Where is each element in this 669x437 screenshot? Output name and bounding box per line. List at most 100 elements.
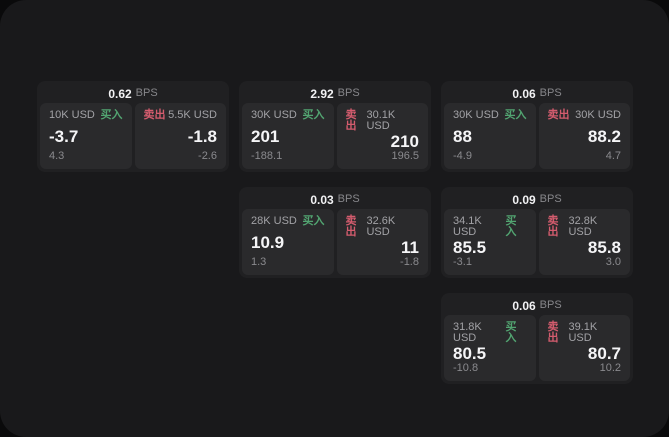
buy-side-label: 买入 <box>504 109 527 121</box>
buy-size-label: 10K USD <box>49 109 95 121</box>
sell-side-label: 卖出 <box>547 215 559 238</box>
quote-card-header: 0.62 BPS <box>40 84 226 103</box>
bps-unit-label: BPS <box>337 193 360 205</box>
bps-value: 0.06 <box>512 298 536 313</box>
sell-panel-top-row: 卖出 32.8K USD <box>548 216 622 238</box>
sell-side-label: 卖出 <box>547 321 559 344</box>
sell-size-label: 5.5K USD <box>168 109 217 121</box>
sell-size-label: 30.1K USD <box>366 109 396 132</box>
quote-card: 0.09 BPS 34.1K USD 买入 85.5 -3.1 卖出 32.8K… <box>441 187 633 278</box>
sell-price-value: 11 <box>401 238 419 257</box>
buy-sub-value: 1.3 <box>251 256 267 268</box>
bps-unit-label: BPS <box>539 193 562 205</box>
quote-card-header: 0.06 BPS <box>444 84 630 103</box>
sell-sub-value: 10.2 <box>599 362 621 374</box>
sell-panel-top-row: 卖出 30K USD <box>548 110 622 121</box>
buy-side-label: 买入 <box>100 109 123 121</box>
sell-price-value: 210 <box>390 132 419 151</box>
buy-panel-top-row: 30K USD 买入 <box>453 110 527 121</box>
buy-panel-top-row: 34.1K USD 买入 <box>453 216 527 238</box>
sell-side-label: 卖出 <box>547 109 570 121</box>
sell-quote-panel[interactable]: 卖出 30.1K USD 210 196.5 <box>336 103 428 169</box>
sell-size-label: 30K USD <box>575 109 621 121</box>
buy-size-label: 34.1K USD <box>453 215 482 238</box>
sell-price-value: 88.2 <box>587 126 621 146</box>
sell-size-label: 32.8K USD <box>568 215 598 238</box>
buy-quote-panel[interactable]: 28K USD 买入 10.9 1.3 <box>242 209 334 275</box>
quote-card: 0.06 BPS 30K USD 买入 88 -4.9 卖出 30K USD 8… <box>441 81 633 172</box>
buy-quote-panel[interactable]: 30K USD 买入 201 -188.1 <box>242 103 334 169</box>
buy-side-label: 买入 <box>505 215 517 238</box>
sell-side-label: 卖出 <box>143 109 166 121</box>
sell-size-label: 32.6K USD <box>366 215 396 238</box>
sell-panel-top-row: 卖出 32.6K USD <box>346 216 420 238</box>
quote-card-header: 0.09 BPS <box>444 190 630 209</box>
sell-price-value: -1.8 <box>187 126 217 146</box>
sell-quote-panel[interactable]: 卖出 5.5K USD -1.8 -2.6 <box>134 103 226 169</box>
buy-quote-panel[interactable]: 34.1K USD 买入 85.5 -3.1 <box>444 209 536 275</box>
bps-value: 0.03 <box>310 192 334 207</box>
bps-value: 0.06 <box>512 86 536 101</box>
buy-quote-panel[interactable]: 30K USD 买入 88 -4.9 <box>444 103 536 169</box>
quote-card: 2.92 BPS 30K USD 买入 201 -188.1 卖出 30.1K … <box>239 81 431 172</box>
quote-card-body: 30K USD 买入 88 -4.9 卖出 30K USD 88.2 4.7 <box>444 103 630 169</box>
sell-size-label: 39.1K USD <box>568 321 598 344</box>
buy-sub-value: -3.1 <box>453 256 472 268</box>
buy-sub-value: -188.1 <box>251 150 283 162</box>
quotes-grid: 0.62 BPS 10K USD 买入 -3.7 4.3 卖出 5.5K USD… <box>37 81 633 384</box>
sell-quote-panel[interactable]: 卖出 32.6K USD 11 -1.8 <box>336 209 428 275</box>
quote-card-body: 10K USD 买入 -3.7 4.3 卖出 5.5K USD -1.8 -2.… <box>40 103 226 169</box>
quote-card-body: 28K USD 买入 10.9 1.3 卖出 32.6K USD 11 -1.8 <box>242 209 428 275</box>
sell-price-value: 85.8 <box>587 238 621 257</box>
sell-sub-value: -2.6 <box>198 150 217 162</box>
buy-sub-value: 4.3 <box>49 150 65 162</box>
buy-size-label: 30K USD <box>251 109 297 121</box>
buy-price-value: 85.5 <box>453 238 487 257</box>
sell-panel-top-row: 卖出 30.1K USD <box>346 110 420 132</box>
buy-side-label: 买入 <box>302 215 325 227</box>
bps-unit-label: BPS <box>539 299 562 311</box>
sell-quote-panel[interactable]: 卖出 39.1K USD 80.7 10.2 <box>538 315 630 381</box>
buy-panel-top-row: 10K USD 买入 <box>49 110 123 121</box>
buy-panel-top-row: 28K USD 买入 <box>251 216 325 227</box>
buy-price-value: 80.5 <box>453 344 487 363</box>
bps-value: 2.92 <box>310 86 334 101</box>
buy-size-label: 30K USD <box>453 109 499 121</box>
bps-value: 0.62 <box>108 86 132 101</box>
buy-size-label: 31.8K USD <box>453 321 482 344</box>
buy-panel-top-row: 31.8K USD 买入 <box>453 322 527 344</box>
sell-price-value: 80.7 <box>587 344 621 363</box>
quote-card-header: 0.06 BPS <box>444 296 630 315</box>
buy-quote-panel[interactable]: 10K USD 买入 -3.7 4.3 <box>40 103 132 169</box>
bps-unit-label: BPS <box>135 87 158 99</box>
buy-sub-value: -10.8 <box>453 362 479 374</box>
bps-unit-label: BPS <box>539 87 562 99</box>
quote-card: 0.06 BPS 31.8K USD 买入 80.5 -10.8 卖出 39.1… <box>441 293 633 384</box>
sell-side-label: 卖出 <box>345 215 357 238</box>
buy-price-value: -3.7 <box>49 126 79 146</box>
quote-card: 0.62 BPS 10K USD 买入 -3.7 4.3 卖出 5.5K USD… <box>37 81 229 172</box>
quote-card-body: 31.8K USD 买入 80.5 -10.8 卖出 39.1K USD 80.… <box>444 315 630 381</box>
sell-panel-top-row: 卖出 5.5K USD <box>144 110 218 121</box>
buy-side-label: 买入 <box>302 109 325 121</box>
quote-card-header: 2.92 BPS <box>242 84 428 103</box>
sell-quote-panel[interactable]: 卖出 32.8K USD 85.8 3.0 <box>538 209 630 275</box>
sell-quote-panel[interactable]: 卖出 30K USD 88.2 4.7 <box>538 103 630 169</box>
buy-sub-value: -4.9 <box>453 150 472 162</box>
sell-sub-value: -1.8 <box>400 256 419 268</box>
sell-sub-value: 3.0 <box>605 256 621 268</box>
sell-side-label: 卖出 <box>345 109 357 132</box>
sell-panel-top-row: 卖出 39.1K USD <box>548 322 622 344</box>
quote-card: 0.03 BPS 28K USD 买入 10.9 1.3 卖出 32.6K US… <box>239 187 431 278</box>
bps-unit-label: BPS <box>337 87 360 99</box>
sell-sub-value: 196.5 <box>391 150 419 162</box>
bps-value: 0.09 <box>512 192 536 207</box>
quote-card-header: 0.03 BPS <box>242 190 428 209</box>
buy-price-value: 201 <box>251 126 280 146</box>
buy-price-value: 10.9 <box>251 232 285 252</box>
buy-size-label: 28K USD <box>251 215 297 227</box>
buy-quote-panel[interactable]: 31.8K USD 买入 80.5 -10.8 <box>444 315 536 381</box>
buy-panel-top-row: 30K USD 买入 <box>251 110 325 121</box>
sell-sub-value: 4.7 <box>605 150 621 162</box>
